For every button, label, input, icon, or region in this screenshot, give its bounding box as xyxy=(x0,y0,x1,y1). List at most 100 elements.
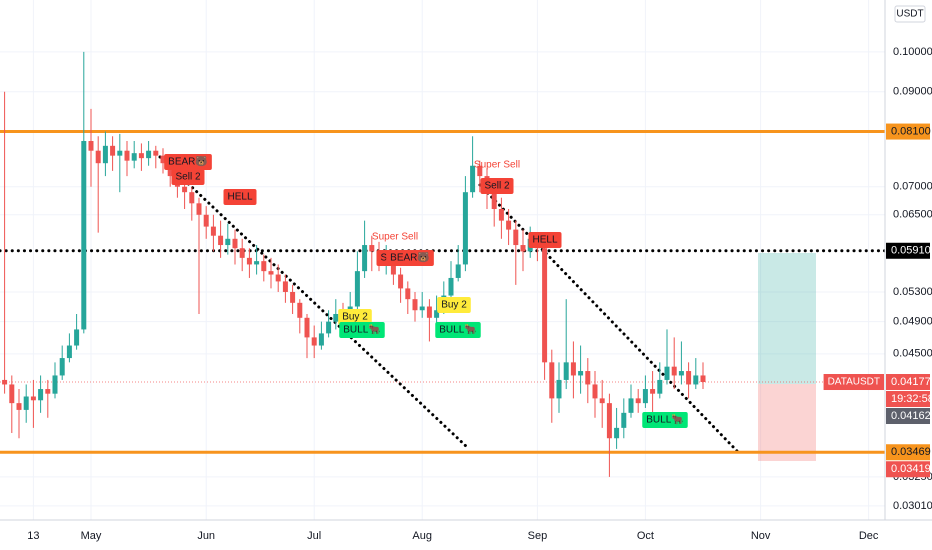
candle-body xyxy=(592,384,598,399)
time-axis-bg xyxy=(0,520,932,550)
candle-body xyxy=(412,299,418,311)
price-badge xyxy=(886,123,930,140)
candle-body xyxy=(318,333,324,346)
signal-label-text: HELL xyxy=(227,192,252,203)
signal-label-box xyxy=(386,250,434,266)
candle-body xyxy=(131,153,137,161)
candle-body xyxy=(210,226,216,236)
price-badge-text: 0.04177 xyxy=(891,376,931,388)
signal-label: BEAR🐻 xyxy=(164,154,212,170)
signal-label-text: BULL🐂 xyxy=(343,324,380,336)
candle-body xyxy=(59,358,65,376)
candle-body xyxy=(628,398,634,413)
price-badge xyxy=(886,461,930,478)
candle-body xyxy=(124,150,130,161)
y-tick-label: 0.05300 xyxy=(893,286,932,298)
candle-body xyxy=(477,165,483,177)
price-badge xyxy=(886,242,930,259)
currency: USDT xyxy=(896,9,923,20)
candle-body xyxy=(369,245,375,252)
signal-label-box xyxy=(339,322,385,338)
candle-body xyxy=(434,310,440,318)
candle-body xyxy=(426,306,432,318)
signal-label-box xyxy=(164,154,212,170)
candle-body xyxy=(599,398,605,404)
position-stop-zone xyxy=(758,384,816,461)
signal-label-box xyxy=(171,169,205,185)
candle-body xyxy=(657,379,663,394)
price-badge-text: 0.03469 xyxy=(891,446,931,458)
x-tick-label: 13 xyxy=(27,530,39,542)
candle-body xyxy=(678,371,684,376)
signal-label-text: Sell 2 xyxy=(484,181,509,192)
signal-label-text: Buy 2 xyxy=(342,312,368,323)
candle-body xyxy=(275,274,281,282)
candle-body xyxy=(282,281,288,292)
trend-line xyxy=(478,183,740,454)
candle-body xyxy=(506,220,512,230)
y-tick-label: 0.04500 xyxy=(893,348,932,360)
candle-body xyxy=(470,165,476,193)
candle-body xyxy=(203,214,209,227)
candle-body xyxy=(74,329,80,346)
candle-body xyxy=(218,235,224,246)
candle-body xyxy=(268,271,274,275)
candle-body xyxy=(290,291,296,303)
candle-body xyxy=(138,153,144,159)
candle-body xyxy=(419,306,425,311)
x-tick-label: Aug xyxy=(412,530,432,542)
signal-label-text: BEAR🐻 xyxy=(168,155,208,168)
candle-body xyxy=(196,203,202,215)
candle-body xyxy=(585,371,591,385)
candle-body xyxy=(81,141,87,330)
candle-body xyxy=(498,209,504,221)
x-tick-label: Nov xyxy=(751,530,771,542)
candle-body xyxy=(693,375,699,385)
y-tick-label: 0.10000 xyxy=(893,46,932,58)
candle-body xyxy=(261,261,267,272)
position-target-zone xyxy=(758,253,816,384)
price-badge-text: 0.05910 xyxy=(891,245,931,257)
candle-body xyxy=(23,396,29,410)
candle-body xyxy=(455,264,461,278)
price-badge xyxy=(886,391,930,408)
y-tick-label: 0.04900 xyxy=(893,316,932,328)
candle-body xyxy=(16,403,22,410)
candle-body xyxy=(621,412,627,428)
trend-line xyxy=(158,155,470,450)
candle-body xyxy=(246,257,252,265)
candle-body xyxy=(311,337,317,346)
candle-body xyxy=(650,389,656,394)
signal-label-text: HELL xyxy=(532,235,557,246)
price-badge-text: 0.03419 xyxy=(891,463,931,475)
candle-body xyxy=(254,261,260,265)
price-badge xyxy=(886,408,930,425)
signal-label: HELL xyxy=(223,189,257,205)
candle-body xyxy=(448,277,454,296)
candle-body xyxy=(153,150,159,156)
signal-label-text: Sell 2 xyxy=(175,172,200,183)
candle-body xyxy=(30,396,36,401)
signal-label: Sell 2 xyxy=(171,169,205,185)
candle-body xyxy=(578,371,584,376)
signal-label: BULL🐂 xyxy=(642,412,688,428)
signal-label-box xyxy=(435,322,481,338)
candle-body xyxy=(232,238,238,249)
candle-body xyxy=(563,362,569,380)
candle-body xyxy=(160,155,166,164)
candle-body xyxy=(362,245,368,272)
signal-label-box xyxy=(528,232,562,248)
candle-body xyxy=(686,371,692,385)
candle-body xyxy=(326,321,332,334)
x-tick-label: Jul xyxy=(307,530,321,542)
candle-body xyxy=(614,427,620,439)
signal-label-box xyxy=(480,178,514,194)
candle-body xyxy=(700,375,706,383)
y-tick-label: 0.06500 xyxy=(893,209,932,221)
signal-label-box xyxy=(223,189,257,205)
signal-label: BULL🐂 xyxy=(435,322,481,338)
candle-body xyxy=(95,150,101,164)
x-tick-label: Oct xyxy=(637,530,654,542)
x-tick-label: Jun xyxy=(197,530,215,542)
